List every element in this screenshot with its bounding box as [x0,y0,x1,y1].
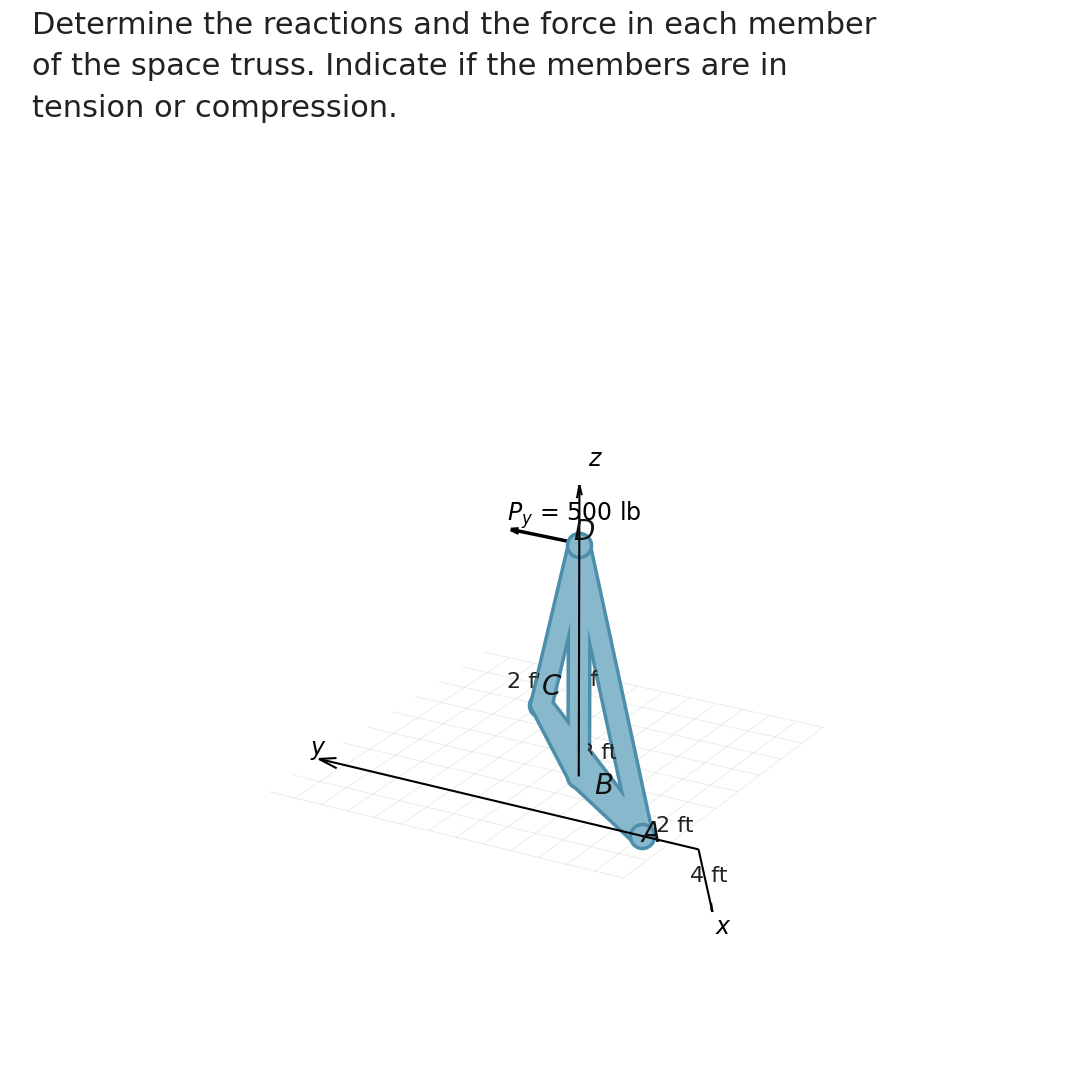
Text: Determine the reactions and the force in each member
of the space truss. Indicat: Determine the reactions and the force in… [32,11,877,123]
